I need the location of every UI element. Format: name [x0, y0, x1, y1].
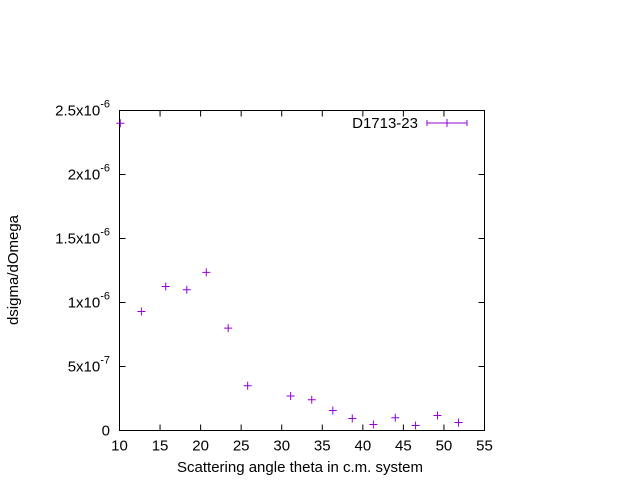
tick-exponent: -6: [100, 163, 110, 175]
y-tick-label: 0: [102, 423, 110, 440]
point: [202, 268, 211, 277]
x-tick-label: 15: [152, 438, 169, 455]
x-tick-label: 35: [314, 438, 331, 455]
x-tick-label: 30: [273, 438, 290, 455]
tick-exponent: -6: [100, 291, 110, 303]
x-tick-label: 25: [233, 438, 250, 455]
point: [348, 414, 357, 423]
x-tick-label: 20: [192, 438, 209, 455]
y-tick-label: 1x10-6: [68, 291, 110, 312]
tick-mantissa: 1x10: [68, 295, 101, 312]
tick-mantissa: 1.5x10: [55, 231, 100, 248]
tick-exponent: -7: [100, 355, 110, 367]
x-tick-label: 50: [436, 438, 453, 455]
point: [137, 307, 146, 316]
point: [243, 381, 252, 390]
point: [391, 413, 400, 422]
point: [182, 285, 191, 294]
point: [328, 406, 337, 415]
tick-mantissa: 2x10: [68, 167, 101, 184]
tick-value: 0: [102, 423, 110, 440]
x-tick-label: 45: [395, 438, 412, 455]
tick-mantissa: 2.5x10: [55, 103, 100, 120]
x-tick-label: 55: [476, 438, 493, 455]
y-axis-label: dsigma/dOmega: [5, 214, 22, 325]
plot-frame: [119, 110, 485, 431]
y-tick-label: 2.5x10-6: [55, 99, 110, 120]
point: [224, 324, 233, 333]
y-tick-label: 5x10-7: [68, 355, 110, 376]
x-axis-label: Scattering angle theta in c.m. system: [177, 459, 423, 476]
point: [286, 391, 295, 400]
tick-exponent: -6: [100, 99, 110, 111]
tick-exponent: -6: [100, 227, 110, 239]
tick-mantissa: 5x10: [68, 359, 101, 376]
point: [307, 395, 316, 404]
legend-label: D1713-23: [352, 115, 418, 132]
legend-swatch: [426, 119, 468, 127]
x-tick-label: 40: [354, 438, 371, 455]
point: [369, 420, 378, 429]
y-tick-label: 1.5x10-6: [55, 227, 110, 248]
point: [411, 421, 420, 430]
point: [454, 418, 463, 427]
point: [116, 119, 125, 128]
y-tick-label: 2x10-6: [68, 163, 110, 184]
point: [433, 411, 442, 420]
point: [161, 282, 170, 291]
x-tick-label: 10: [111, 438, 128, 455]
